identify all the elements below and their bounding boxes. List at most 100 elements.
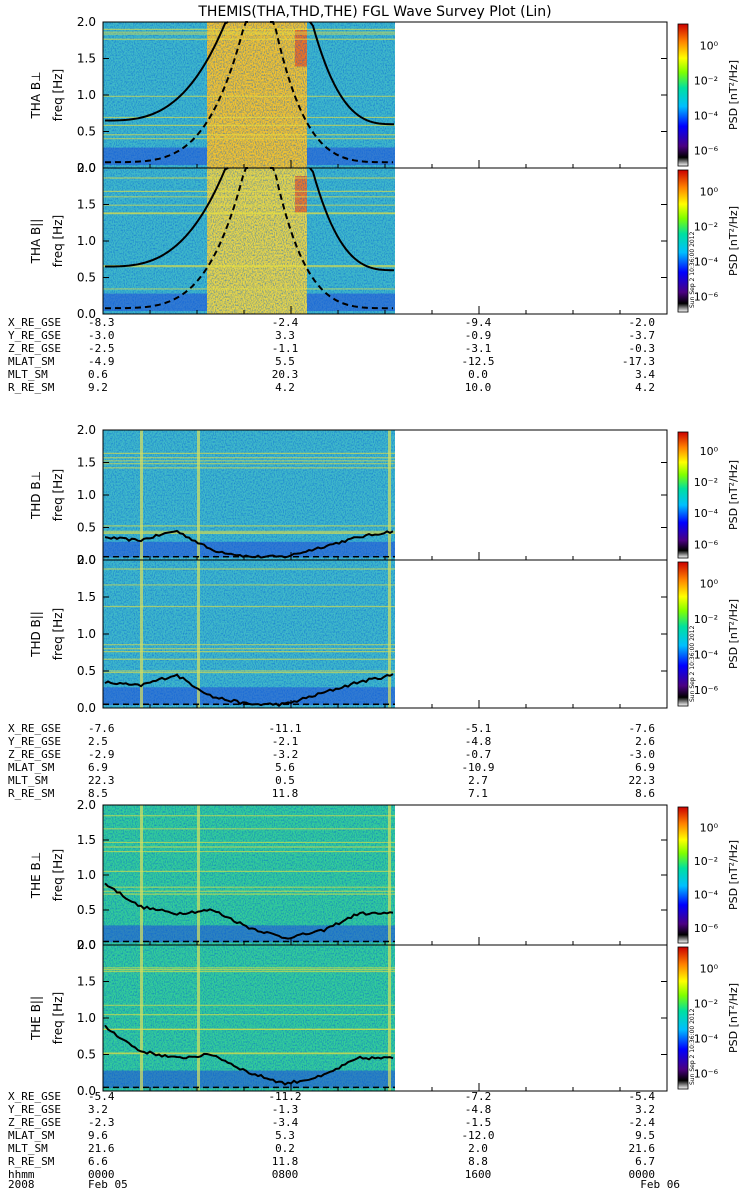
ephemeris-name: R_RE_SM	[8, 381, 55, 394]
ephemeris-value: -9.4	[465, 316, 492, 329]
colorbar-tick-label: 10⁻⁴	[694, 649, 719, 662]
spectrogram-stripe	[140, 430, 143, 560]
ephemeris-value: -2.4	[629, 1116, 656, 1129]
ephemeris-name: R_RE_SM	[8, 1155, 55, 1168]
helium-gyro-curve	[270, 167, 393, 310]
gyrofrequency-curve	[104, 1024, 394, 1086]
ephemeris-value: -3.1	[465, 342, 492, 355]
ephemeris-value: 3.3	[275, 329, 295, 342]
time-axis-end-date: Feb 06	[640, 1178, 680, 1191]
spectrogram-noise	[103, 560, 395, 708]
colorbar-label: PSD [nT²/Hz]	[727, 60, 740, 130]
freq-tick-label: 1.5	[77, 456, 96, 470]
ephemeris-name: MLT_SM	[8, 774, 48, 787]
ephemeris-value: 2.5	[88, 735, 108, 748]
ephemeris-name: MLAT_SM	[8, 761, 55, 774]
time-axis-year: 2008	[8, 1178, 35, 1191]
ephemeris-value: -2.3	[88, 1116, 115, 1129]
colorbar-tick-label: 10⁻⁴	[694, 109, 719, 122]
ephemeris-value: -11.1	[268, 722, 301, 735]
ephemeris-name: MLAT_SM	[8, 355, 55, 368]
freq-tick-label: 0.0	[77, 938, 96, 952]
ephemeris-value: -2.0	[629, 316, 656, 329]
ephemeris-value: -1.5	[465, 1116, 492, 1129]
ephemeris-name: X_RE_GSE	[8, 722, 61, 735]
colorbar	[677, 431, 689, 559]
panel-label: THD B⊥	[29, 471, 43, 520]
colorbar-label: PSD [nT²/Hz]	[727, 840, 740, 910]
colorbar-tick-label: 10⁻⁶	[694, 144, 719, 157]
ephemeris-name: Z_RE_GSE	[8, 748, 61, 761]
colorbar-tick-label: 10⁻²	[694, 220, 718, 233]
spectrogram-stripe	[140, 945, 143, 1091]
ephemeris-value: -2.9	[88, 748, 115, 761]
ephemeris-name: Y_RE_GSE	[8, 329, 61, 342]
ephemeris-value: 6.9	[635, 761, 655, 774]
ephemeris-value: 9.6	[88, 1129, 108, 1142]
ephemeris-value: -7.2	[465, 1090, 492, 1103]
ephemeris-value: -5.4	[629, 1090, 656, 1103]
ephemeris-value: -1.1	[272, 342, 299, 355]
ephemeris-value: -0.9	[465, 329, 492, 342]
ephemeris-value: -3.0	[88, 329, 115, 342]
freq-tick-label: 0.5	[77, 521, 96, 535]
ephemeris-name: Z_RE_GSE	[8, 1116, 61, 1129]
ephemeris-value: -12.5	[461, 355, 494, 368]
freq-tick-label: 1.5	[77, 833, 96, 847]
spectrogram-noise	[103, 168, 395, 314]
spectrogram-stripe	[197, 560, 200, 708]
ephemeris-value: 11.8	[272, 787, 299, 800]
colorbar-tick-label: 10⁰	[700, 821, 719, 834]
ephemeris-value: -17.3	[622, 355, 655, 368]
spectrogram-stripe	[388, 945, 391, 1091]
timestamp: Sun Sep 2 10:36:00 2012	[689, 1008, 696, 1085]
ephemeris-name: R_RE_SM	[8, 787, 55, 800]
colorbar-tick-label: 10⁻²	[694, 74, 718, 87]
ephemeris-value: -7.6	[88, 722, 115, 735]
freq-tick-label: 2.0	[77, 161, 96, 175]
panel-thd-bperp: 2.0 1.5 1.0 0.5 0.0 THD B⊥ freq [Hz] 10⁰ 10⁻² 10⁻…	[29, 423, 740, 567]
colorbar-label: PSD [nT²/Hz]	[727, 206, 740, 276]
spectrogram-stripe	[140, 805, 143, 945]
ephemeris-value: 5.5	[275, 355, 295, 368]
ephemeris-value: -4.8	[465, 735, 492, 748]
panel-label: THA B⊥	[29, 71, 43, 119]
ephemeris-value: 5.6	[275, 761, 295, 774]
chart-title: THEMIS(THA,THD,THE) FGL Wave Survey Plot…	[197, 4, 551, 20]
spectrogram-stripe	[388, 805, 391, 945]
ephemeris-name: Y_RE_GSE	[8, 1103, 61, 1116]
ephemeris-value: 3.2	[635, 1103, 655, 1116]
ephemeris-value: 20.3	[272, 368, 299, 381]
ephemeris-name: X_RE_GSE	[8, 316, 61, 329]
ephemeris-value: 3.4	[635, 368, 655, 381]
colorbar	[677, 561, 689, 707]
ephemeris-value: 0000	[629, 1168, 656, 1181]
freq-tick-label: 2.0	[77, 423, 96, 437]
ephemeris-value: -5.1	[465, 722, 492, 735]
freq-tick-label: 0.0	[77, 553, 96, 567]
ephemeris-value: 0.5	[275, 774, 295, 787]
ephemeris-value: -0.3	[629, 342, 656, 355]
freq-tick-label: 0.0	[77, 701, 96, 715]
helium-gyro-curve	[105, 167, 249, 310]
colorbar-tick-label: 10⁻⁴	[694, 889, 719, 902]
spectrogram-stripe	[197, 430, 200, 560]
colorbar-tick-label: 10⁰	[700, 185, 719, 198]
timestamp: Sun Sep 2 10:36:00 2012	[689, 625, 696, 702]
colorbar-tick-label: 10⁰	[700, 445, 719, 458]
colorbar-tick-label: 10⁻²	[694, 855, 718, 868]
freq-tick-label: 1.5	[77, 198, 96, 212]
time-axis-start-date: Feb 05	[88, 1178, 128, 1191]
freq-axis-label: freq [Hz]	[51, 849, 65, 901]
freq-tick-label: 2.0	[77, 938, 96, 952]
ephemeris-value: 0800	[272, 1168, 299, 1181]
ephemeris-value: 0.2	[275, 1142, 295, 1155]
freq-tick-label: 1.0	[77, 488, 96, 502]
ephemeris-value: -4.8	[465, 1103, 492, 1116]
ephemeris-name: MLT_SM	[8, 1142, 48, 1155]
colorbar-tick-label: 10⁰	[700, 962, 719, 975]
ephemeris-value: -2.1	[272, 735, 299, 748]
ephemeris-value: -11.2	[268, 1090, 301, 1103]
ephemeris-value: -7.6	[629, 722, 656, 735]
